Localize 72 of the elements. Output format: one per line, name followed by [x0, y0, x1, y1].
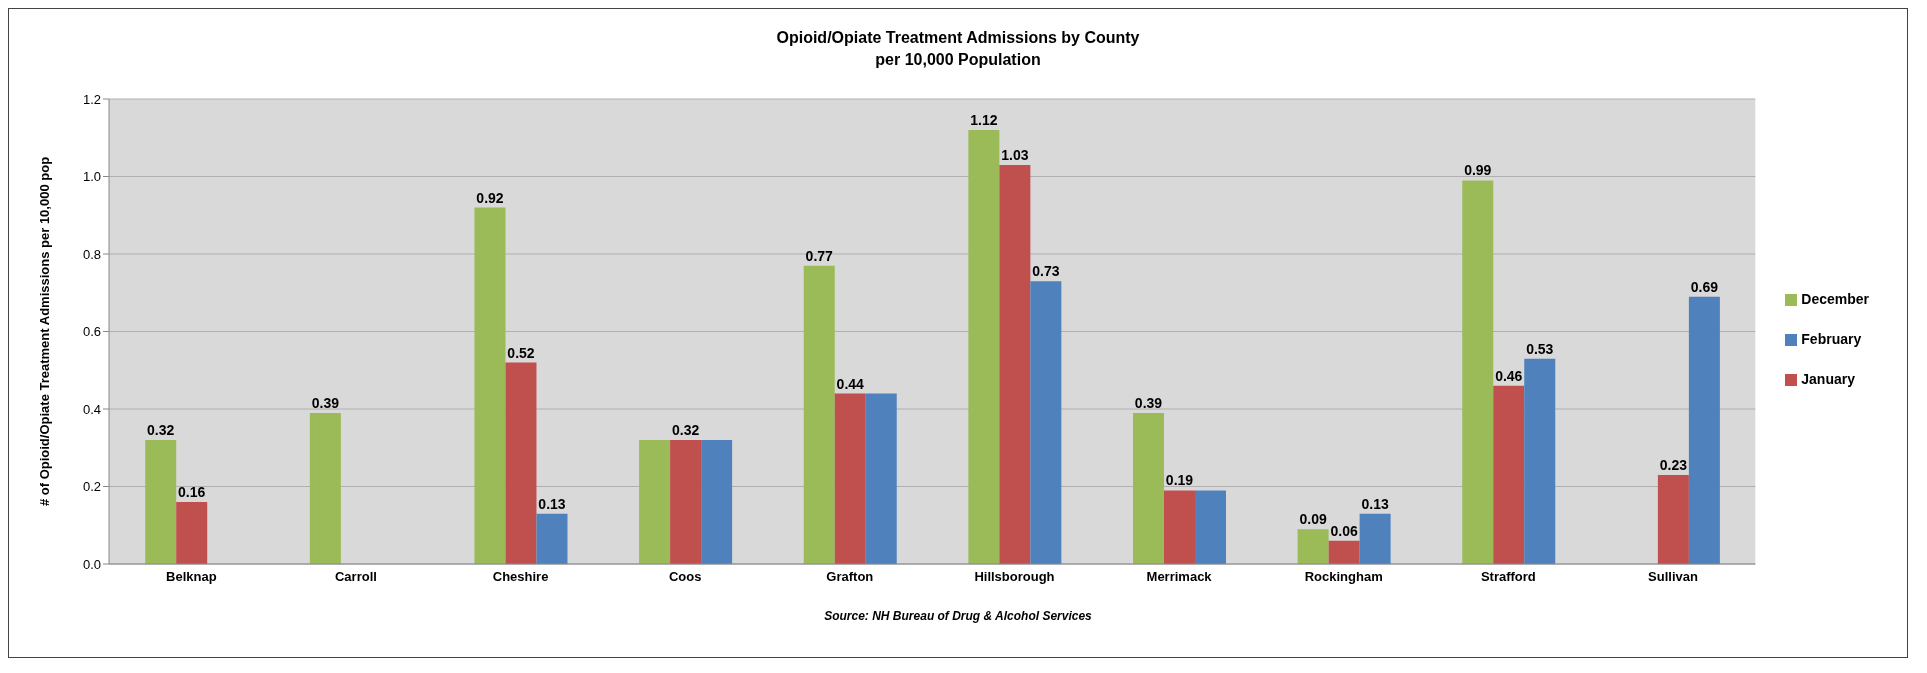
bar — [536, 513, 568, 564]
bar — [701, 440, 733, 564]
x-tick-label: Grafton — [826, 569, 874, 585]
chart-subtitle: per 10,000 Population — [874, 50, 1042, 69]
bar — [1164, 490, 1195, 564]
x-tick-label: Strafford — [1480, 569, 1536, 585]
bar — [834, 393, 866, 564]
bar — [1195, 490, 1226, 564]
data-label: 0.32 — [147, 422, 175, 438]
data-label: 0.19 — [1165, 472, 1194, 489]
x-tick-label: Carroll — [334, 569, 377, 585]
data-label: 0.69 — [1690, 278, 1719, 295]
data-label: 0.39 — [1134, 394, 1163, 411]
data-label: 0.77 — [805, 247, 834, 264]
y-tick-label: 0.4 — [82, 401, 101, 417]
legend-label: December — [1801, 291, 1869, 307]
data-label: 1.03 — [1001, 146, 1029, 163]
x-tick-label: Rockingham — [1304, 569, 1383, 585]
data-label: 0.99 — [1464, 162, 1492, 179]
bar — [1133, 412, 1164, 564]
x-tick-label: Merrimack — [1146, 569, 1213, 585]
y-axis-title: # of Opioid/Opiate Treatment Admissions per 10,000 pop — [36, 156, 52, 507]
data-label: 0.09 — [1299, 511, 1327, 528]
y-tick-label: 0.2 — [82, 479, 101, 495]
data-label: 0.73 — [1032, 263, 1060, 280]
bar — [865, 393, 897, 564]
y-tick-label: 0.0 — [82, 556, 101, 572]
bar — [968, 130, 1000, 564]
bar — [1462, 180, 1494, 564]
x-tick-label: Coos — [668, 569, 702, 585]
x-tick-label: Cheshire — [492, 569, 549, 585]
bar — [1328, 540, 1360, 564]
bar — [1688, 296, 1720, 564]
data-label: 0.92 — [476, 189, 504, 206]
y-tick-label: 0.6 — [82, 324, 101, 340]
data-label: 0.13 — [1361, 495, 1389, 512]
bar — [176, 502, 208, 564]
legend-label: January — [1801, 371, 1855, 387]
data-label: 0.16 — [178, 484, 206, 500]
bar — [309, 412, 341, 564]
bar — [1030, 281, 1062, 564]
bar — [670, 440, 702, 564]
y-tick-label: 1.0 — [82, 169, 101, 185]
data-label: 0.06 — [1330, 522, 1358, 539]
x-tick-label: Hillsborough — [974, 569, 1055, 585]
data-label: 0.23 — [1659, 456, 1688, 473]
bar — [1359, 513, 1391, 564]
bar — [999, 164, 1031, 564]
data-label: 0.39 — [311, 394, 340, 411]
data-label: 0.52 — [507, 344, 535, 361]
chart-title: Opioid/Opiate Treatment Admissions by County — [775, 28, 1141, 47]
data-label: 0.32 — [671, 422, 700, 438]
bar — [639, 440, 671, 564]
bar — [474, 207, 506, 564]
source-note: Source: NH Bureau of Drug & Alcohol Services — [823, 609, 1093, 623]
x-tick-label: Sullivan — [1648, 569, 1698, 585]
data-label: 0.53 — [1526, 340, 1554, 357]
data-label: 0.44 — [836, 375, 865, 392]
data-label: 0.13 — [538, 495, 566, 512]
bar — [505, 362, 537, 564]
bar — [803, 265, 835, 564]
data-label: 0.46 — [1495, 367, 1523, 384]
legend-label: February — [1801, 331, 1862, 347]
bar — [1524, 358, 1556, 564]
data-label: 1.12 — [970, 112, 998, 128]
x-tick-label: Belknap — [166, 569, 217, 585]
bar — [145, 440, 177, 564]
bar — [1297, 529, 1329, 564]
bar — [1493, 385, 1525, 564]
y-tick-label: 0.8 — [82, 246, 101, 262]
y-tick-label: 1.2 — [82, 91, 101, 107]
bar — [1657, 474, 1689, 564]
